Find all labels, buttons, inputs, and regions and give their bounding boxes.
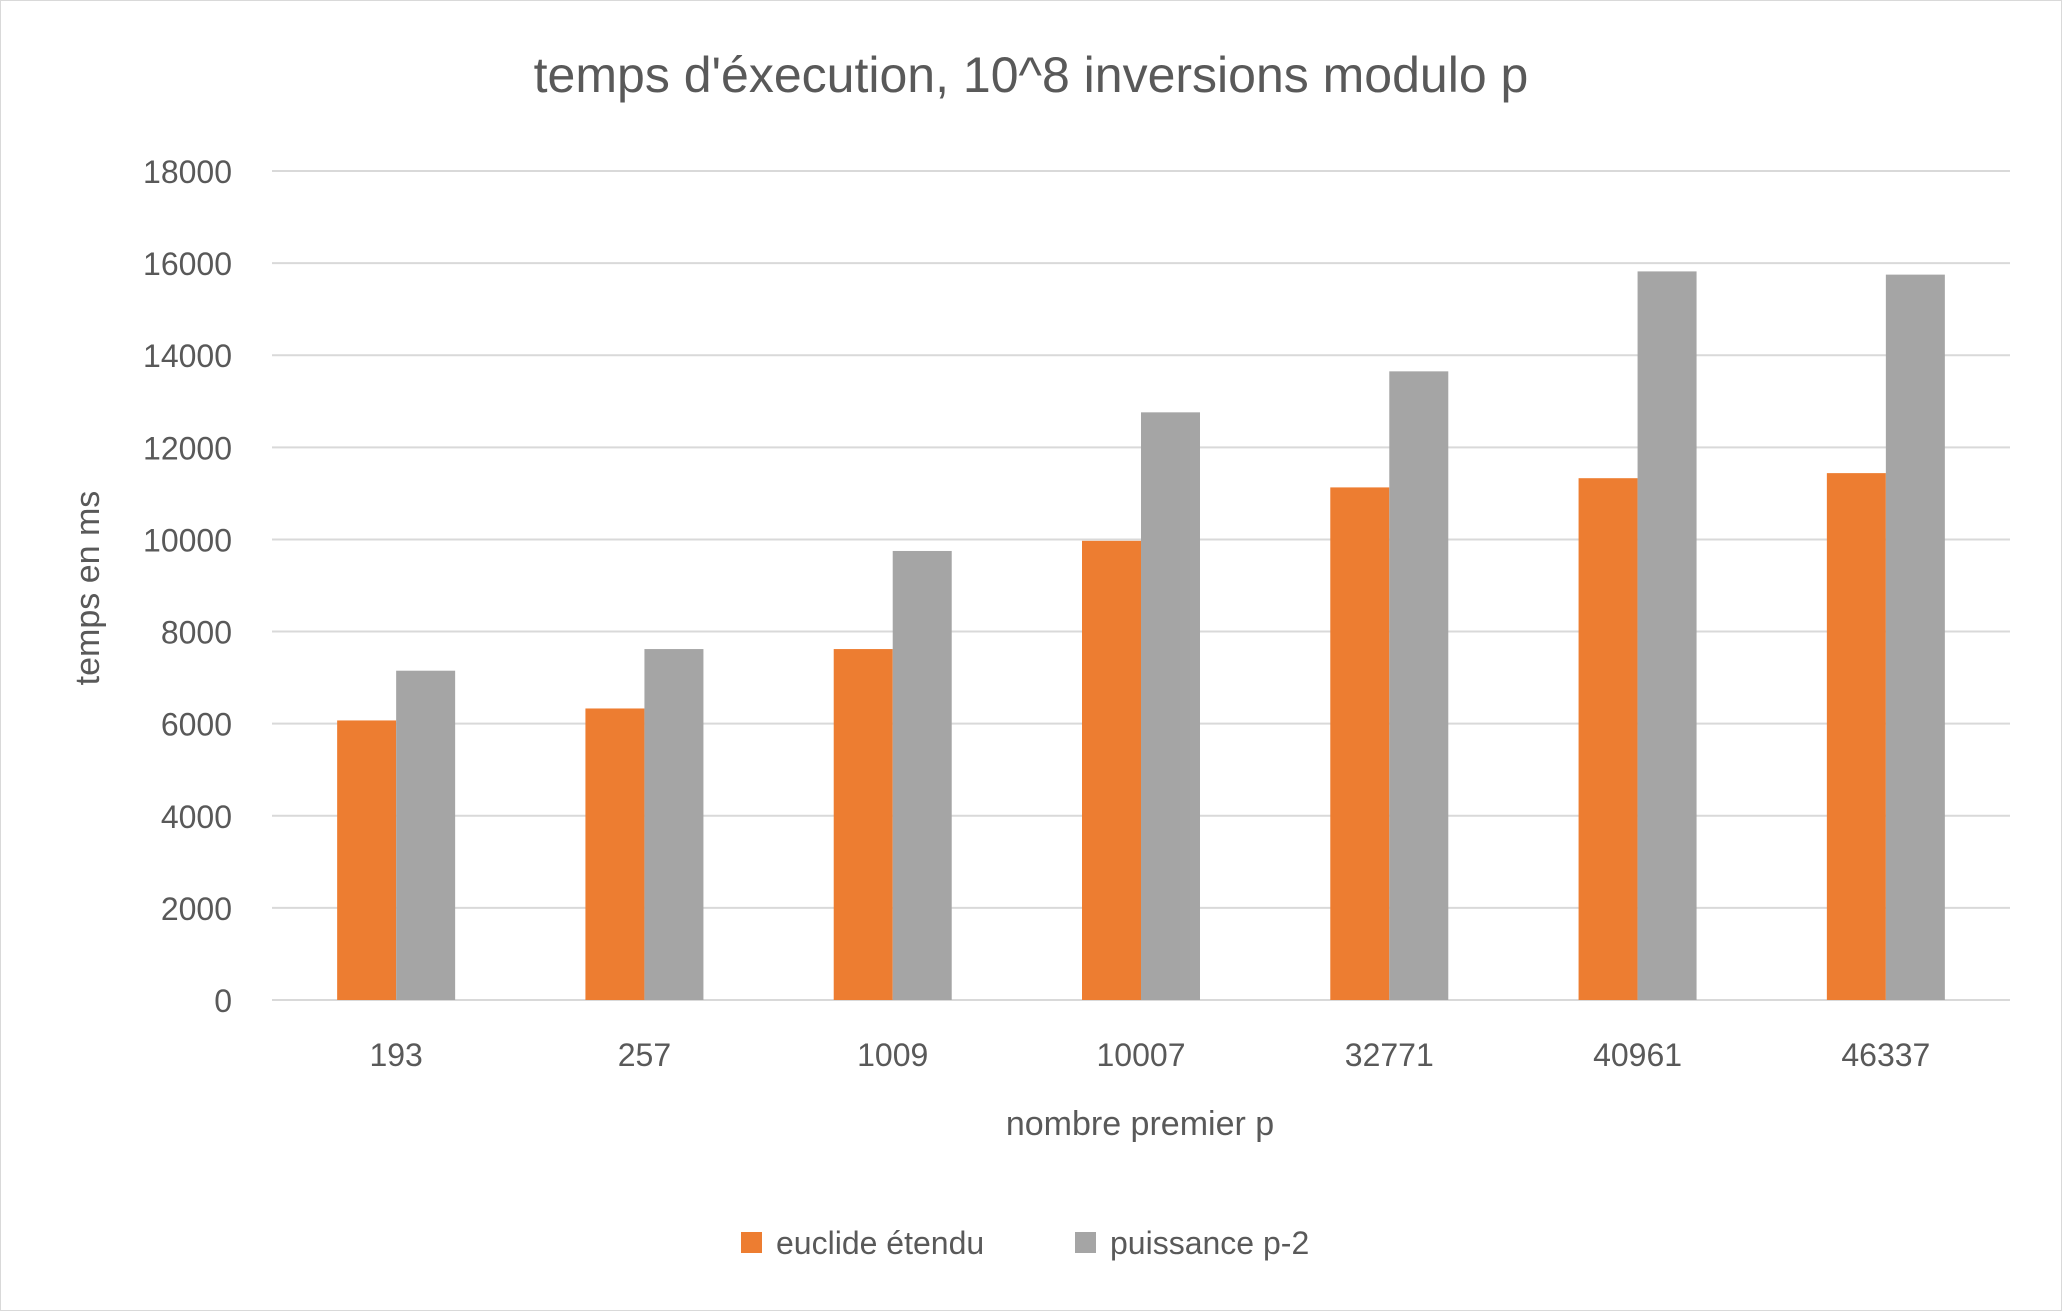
y-tick-label: 0: [214, 983, 232, 1019]
x-axis-label: nombre premier p: [1006, 1105, 1274, 1143]
y-tick-label: 6000: [161, 707, 232, 743]
bar-puissance: [644, 649, 704, 1000]
y-tick-label: 8000: [161, 615, 232, 651]
bar-euclide: [1330, 487, 1390, 1000]
bar-puissance: [1637, 271, 1697, 1000]
legend-label: puissance p-2: [1110, 1225, 1309, 1261]
y-tick-label: 12000: [143, 430, 232, 466]
x-tick-label: 46337: [1841, 1037, 1930, 1073]
bar-puissance: [1141, 412, 1200, 1000]
x-tick-label: 40961: [1593, 1037, 1682, 1073]
y-axis-ticks: 0 2000 4000 6000 8000 10000 12000 14000 16000 180…: [143, 154, 232, 1019]
bar-puissance: [1389, 371, 1449, 1000]
bar-puissance: [1885, 274, 1945, 1000]
y-tick-label: 16000: [143, 246, 232, 282]
bar-puissance: [396, 670, 456, 1000]
x-tick-label: 32771: [1345, 1037, 1434, 1073]
legend: euclide étendu puissance p-2: [741, 1225, 1309, 1261]
x-tick-label: 257: [618, 1037, 671, 1073]
bar-euclide: [585, 708, 645, 1000]
bars: [337, 271, 1945, 1000]
bar-euclide: [1826, 473, 1886, 1000]
x-tick-label: 193: [369, 1037, 422, 1073]
bar-puissance: [892, 550, 952, 1000]
y-axis-label: temps en ms: [69, 491, 107, 686]
legend-label: euclide étendu: [776, 1225, 984, 1261]
y-tick-label: 10000: [143, 522, 232, 558]
x-axis-ticks: 193 257 1009 10007 32771 40961 46337: [369, 1037, 1930, 1073]
gridlines: [272, 170, 2010, 1001]
chart-title: temps d'éxecution, 10^8 inversions modul…: [534, 47, 1529, 103]
y-tick-label: 14000: [143, 338, 232, 374]
legend-swatch: [741, 1232, 762, 1253]
bar-euclide: [833, 649, 893, 1000]
bar-euclide: [337, 720, 397, 1000]
legend-swatch: [1075, 1232, 1096, 1253]
bar-euclide: [1082, 540, 1141, 1000]
y-tick-label: 4000: [161, 799, 232, 835]
y-tick-label: 2000: [161, 891, 232, 927]
y-tick-label: 18000: [143, 154, 232, 190]
x-tick-label: 10007: [1097, 1037, 1186, 1073]
x-tick-label: 1009: [857, 1037, 928, 1073]
bar-euclide: [1578, 478, 1638, 1000]
